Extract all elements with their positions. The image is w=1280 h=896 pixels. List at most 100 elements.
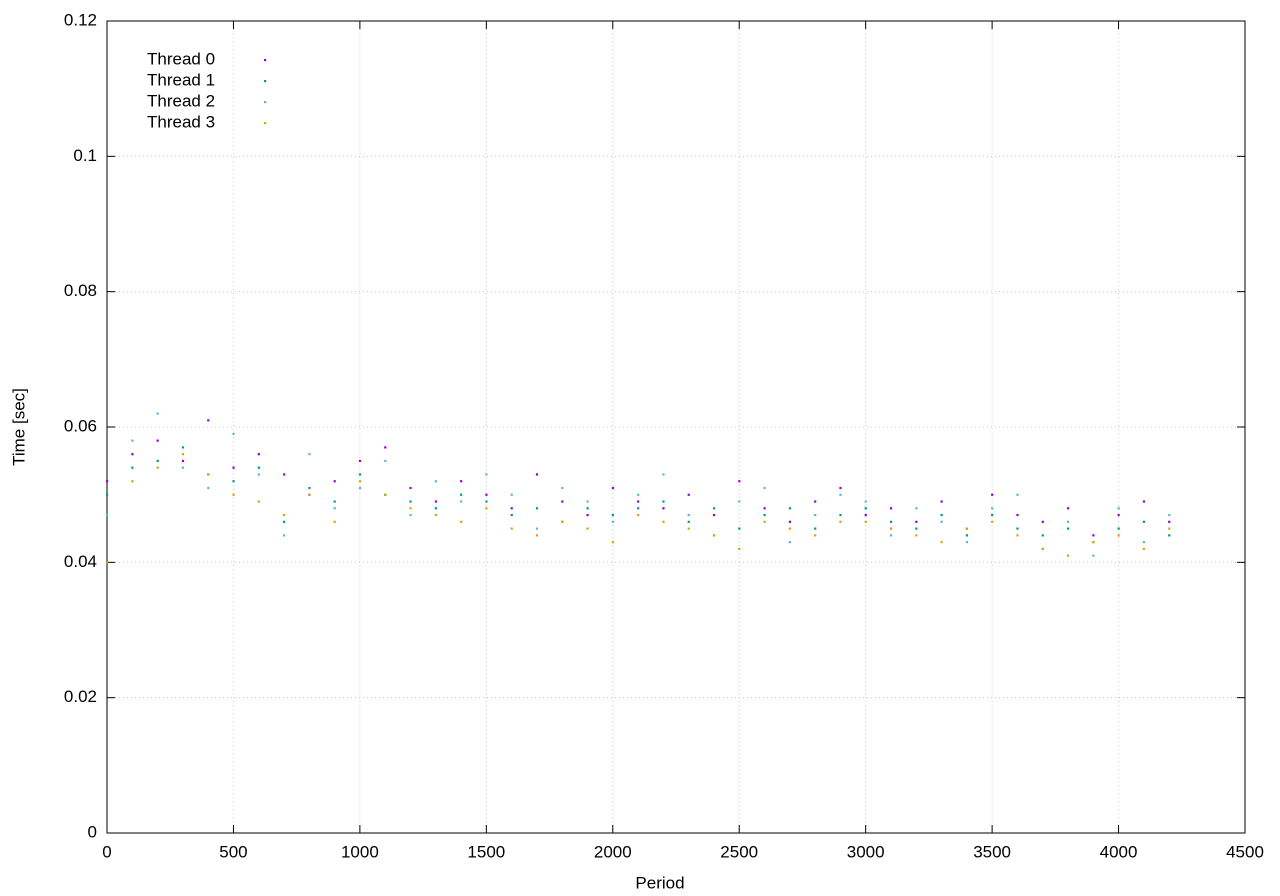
point	[181, 453, 185, 456]
point	[839, 520, 842, 523]
point	[814, 534, 817, 537]
point	[1092, 534, 1095, 537]
point	[384, 446, 387, 449]
point	[156, 412, 159, 415]
point	[586, 500, 589, 503]
point	[409, 513, 412, 517]
point	[156, 459, 159, 463]
point	[1117, 527, 1120, 530]
point	[257, 473, 260, 476]
point	[1016, 493, 1019, 496]
plot-frame	[106, 20, 1246, 834]
point	[915, 527, 918, 530]
x-tick-label: 3000	[847, 842, 885, 861]
point	[611, 486, 614, 490]
point	[409, 486, 412, 490]
point	[232, 466, 235, 469]
point	[1041, 547, 1044, 550]
point	[637, 493, 640, 496]
point	[1117, 513, 1120, 517]
point	[460, 500, 463, 503]
legend-swatch	[264, 101, 267, 104]
point	[333, 480, 336, 483]
point	[283, 473, 286, 476]
point	[889, 520, 893, 523]
point	[788, 541, 791, 544]
point	[333, 520, 336, 523]
point	[485, 473, 488, 476]
point	[662, 520, 665, 523]
point	[409, 500, 412, 503]
point	[763, 513, 766, 517]
y-tick-label: 0.02	[64, 687, 97, 706]
point	[181, 459, 185, 463]
legend-swatch	[264, 59, 267, 62]
point	[586, 527, 589, 530]
point	[940, 541, 943, 544]
point	[611, 541, 614, 544]
point	[561, 520, 564, 523]
point	[712, 534, 716, 537]
x-tick-label: 3500	[973, 842, 1011, 861]
point	[283, 520, 286, 523]
point	[965, 534, 969, 537]
point	[156, 439, 159, 442]
point	[915, 507, 918, 510]
point	[586, 507, 589, 510]
point	[510, 513, 513, 517]
point	[1041, 520, 1044, 523]
point	[358, 473, 362, 476]
point	[586, 513, 589, 517]
point	[434, 507, 437, 510]
point	[814, 513, 817, 517]
point	[535, 527, 539, 530]
point	[965, 541, 969, 544]
point	[814, 527, 817, 530]
y-tick-label: 0	[88, 822, 97, 841]
point	[561, 500, 564, 503]
point	[358, 486, 362, 490]
point	[788, 507, 791, 510]
point	[283, 534, 286, 537]
point	[308, 493, 311, 496]
point	[889, 527, 893, 530]
point	[1066, 507, 1070, 510]
legend-label: Thread 2	[147, 91, 215, 110]
point	[788, 527, 791, 530]
point	[358, 480, 362, 483]
point	[1092, 541, 1095, 544]
y-tick-label: 0.06	[64, 416, 97, 435]
y-tick-label: 0.12	[64, 10, 97, 29]
x-axis-label: Period	[635, 873, 684, 892]
point	[232, 493, 235, 496]
point	[1066, 527, 1070, 530]
point	[864, 507, 867, 510]
point	[333, 507, 336, 510]
point	[434, 480, 437, 483]
point	[1168, 527, 1171, 530]
point	[131, 453, 134, 456]
point	[1016, 534, 1019, 537]
point	[889, 507, 893, 510]
point	[207, 419, 210, 422]
point	[1092, 554, 1095, 557]
point	[308, 486, 311, 490]
point	[991, 493, 994, 496]
point	[1168, 513, 1171, 517]
point	[839, 493, 842, 496]
point	[839, 513, 842, 517]
point	[788, 520, 791, 523]
point	[232, 432, 235, 435]
point	[207, 473, 210, 476]
point	[611, 513, 614, 517]
point	[384, 459, 387, 463]
point	[940, 520, 943, 523]
point	[1066, 520, 1070, 523]
point	[991, 507, 994, 510]
point	[738, 527, 741, 530]
point	[283, 513, 286, 517]
point	[1168, 534, 1171, 537]
y-tick-label: 0.04	[64, 552, 97, 571]
point	[1142, 541, 1146, 544]
point	[864, 500, 867, 503]
